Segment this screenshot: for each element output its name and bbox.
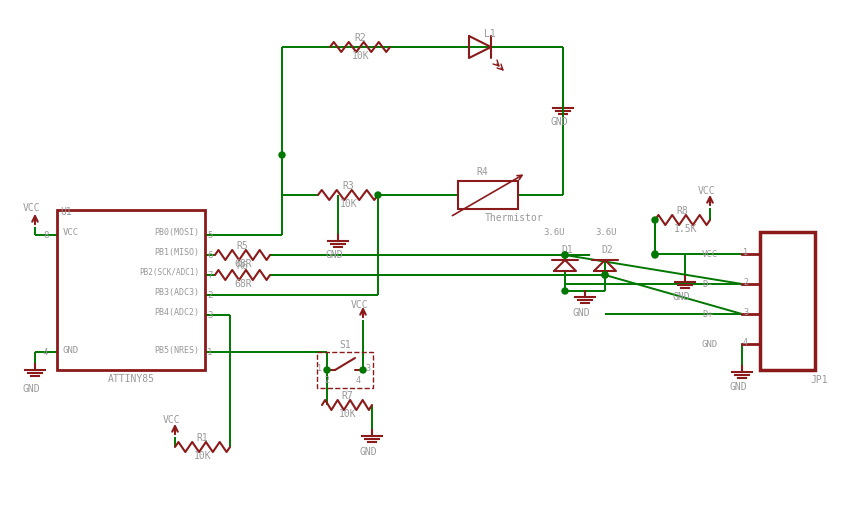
Text: 68R: 68R <box>234 279 252 289</box>
Text: 3: 3 <box>364 364 369 373</box>
Text: GND: GND <box>550 117 568 127</box>
Text: VCC: VCC <box>63 228 79 237</box>
Text: 68R: 68R <box>234 259 252 269</box>
Text: 10K: 10K <box>194 451 212 461</box>
Text: PB2(SCK/ADC1): PB2(SCK/ADC1) <box>139 268 199 277</box>
Text: 5: 5 <box>206 231 212 240</box>
Text: GND: GND <box>326 250 343 260</box>
Text: 10K: 10K <box>339 199 357 209</box>
Text: 2: 2 <box>323 376 328 385</box>
Text: VCC: VCC <box>23 203 41 213</box>
Circle shape <box>279 152 285 158</box>
Text: GND: GND <box>701 340 717 349</box>
Circle shape <box>651 251 657 257</box>
Circle shape <box>360 367 366 373</box>
Text: 10K: 10K <box>339 409 357 419</box>
Text: PB3(ADC3): PB3(ADC3) <box>154 288 199 297</box>
Text: PB0(MOSI): PB0(MOSI) <box>154 228 199 237</box>
Text: D1: D1 <box>560 245 572 255</box>
Text: VCC: VCC <box>697 186 715 196</box>
Text: R7: R7 <box>340 391 352 401</box>
Text: D2: D2 <box>601 245 612 255</box>
Text: R8: R8 <box>676 206 687 216</box>
Text: ATTINY85: ATTINY85 <box>107 374 154 384</box>
Text: VCC: VCC <box>351 300 368 310</box>
Text: R6: R6 <box>235 261 247 271</box>
Text: 3.6U: 3.6U <box>543 228 564 237</box>
Text: GND: GND <box>23 384 41 394</box>
Text: 1.5K: 1.5K <box>673 224 697 234</box>
Text: PB1(MISO): PB1(MISO) <box>154 248 199 257</box>
Text: PB5(NRES): PB5(NRES) <box>154 346 199 355</box>
Circle shape <box>651 217 657 223</box>
Circle shape <box>651 252 657 258</box>
Bar <box>57 210 205 370</box>
Circle shape <box>561 252 567 258</box>
Bar <box>457 181 518 209</box>
Text: L1: L1 <box>484 29 496 39</box>
Text: 4: 4 <box>356 376 361 385</box>
Text: 3: 3 <box>206 311 212 320</box>
Text: R4: R4 <box>475 167 487 177</box>
Text: 1: 1 <box>742 248 747 257</box>
Text: 3: 3 <box>742 308 747 317</box>
Text: 1: 1 <box>316 364 322 373</box>
Text: 7: 7 <box>206 271 212 280</box>
Text: R5: R5 <box>235 241 247 251</box>
Text: 4: 4 <box>742 338 747 347</box>
Text: S1: S1 <box>339 340 351 350</box>
Text: GND: GND <box>672 292 690 302</box>
Text: U1: U1 <box>60 207 72 217</box>
Text: 3.6U: 3.6U <box>595 228 616 237</box>
Bar <box>759 232 814 370</box>
Text: R1: R1 <box>196 433 207 443</box>
Text: Thermistor: Thermistor <box>485 213 543 223</box>
Text: VCC: VCC <box>701 250 717 259</box>
Text: D-: D- <box>701 280 712 289</box>
Text: R3: R3 <box>341 181 353 191</box>
Text: 2: 2 <box>206 291 212 300</box>
Text: 2: 2 <box>742 278 747 287</box>
Text: 10K: 10K <box>351 51 369 61</box>
Text: 1: 1 <box>206 348 212 357</box>
Circle shape <box>561 252 567 258</box>
Text: 4: 4 <box>43 348 49 357</box>
Circle shape <box>374 192 380 198</box>
Text: GND: GND <box>360 447 377 457</box>
Text: JP1: JP1 <box>809 375 827 385</box>
Text: 8: 8 <box>43 231 49 240</box>
Text: PB4(ADC2): PB4(ADC2) <box>154 308 199 317</box>
Text: D+: D+ <box>701 310 712 319</box>
Text: R2: R2 <box>354 33 365 43</box>
Circle shape <box>601 272 607 278</box>
Circle shape <box>601 272 607 278</box>
Text: 6: 6 <box>206 251 212 260</box>
Circle shape <box>561 288 567 294</box>
Text: GND: GND <box>572 308 590 318</box>
Text: GND: GND <box>63 346 79 355</box>
Circle shape <box>323 367 329 373</box>
Text: GND: GND <box>729 382 746 392</box>
Text: VCC: VCC <box>163 415 181 425</box>
Bar <box>316 352 373 388</box>
